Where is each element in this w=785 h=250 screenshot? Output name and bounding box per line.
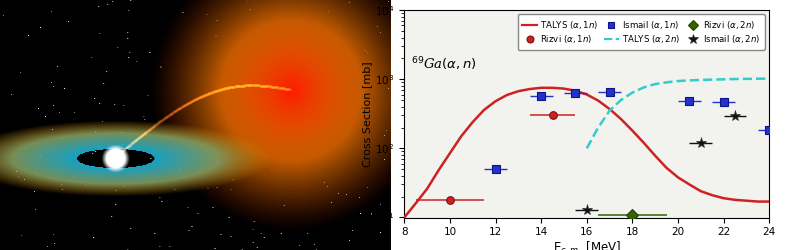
Y-axis label: Cross Section [mb]: Cross Section [mb]	[363, 61, 372, 166]
Text: $^{69}$Ga$(\alpha,n)$: $^{69}$Ga$(\alpha,n)$	[411, 55, 477, 73]
X-axis label: E$_{c.m.}$ [MeV]: E$_{c.m.}$ [MeV]	[553, 240, 621, 250]
Legend: TALYS $(\alpha,1n)$, Rizvi $(\alpha,1n)$, Ismail $(\alpha,1n)$, TALYS $(\alpha,2: TALYS $(\alpha,1n)$, Rizvi $(\alpha,1n)$…	[517, 14, 765, 50]
